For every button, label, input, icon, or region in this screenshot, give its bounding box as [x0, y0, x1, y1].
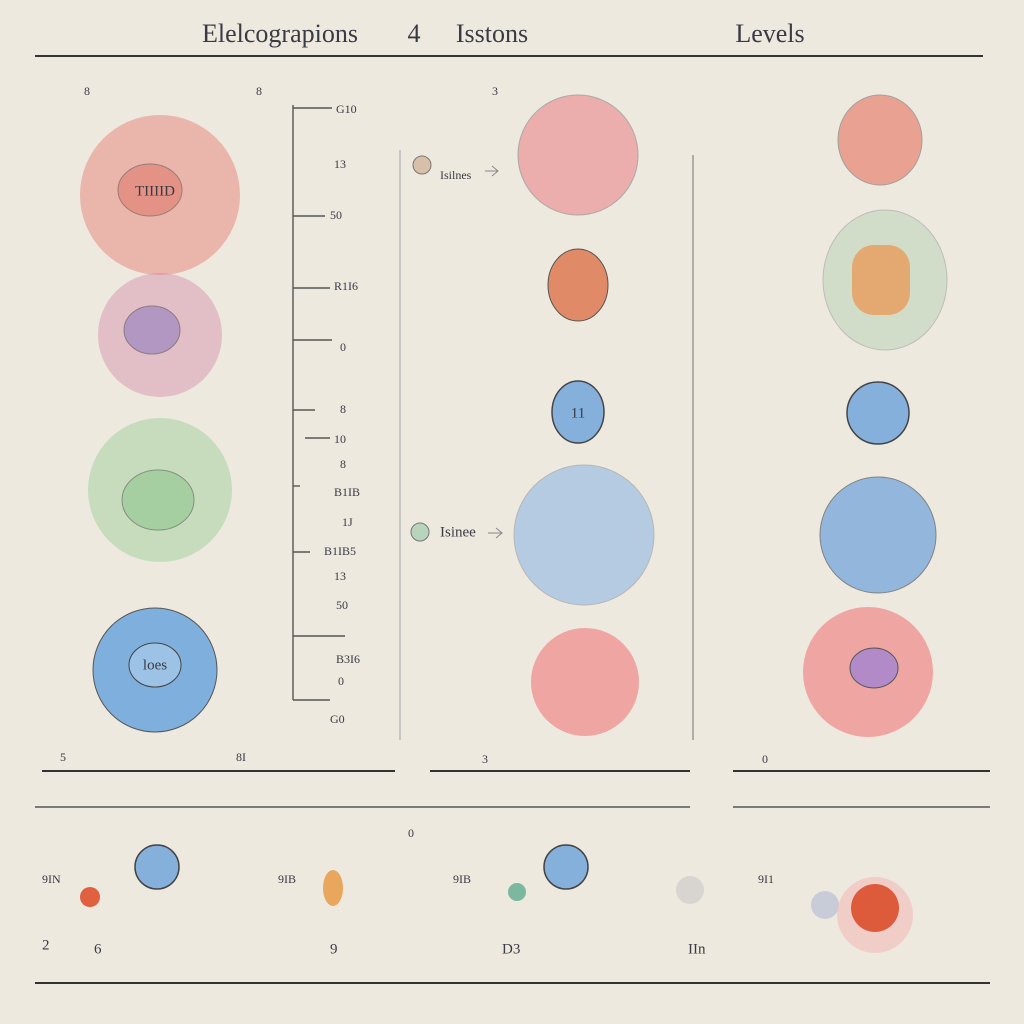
- tick-label: 13: [334, 157, 346, 171]
- node-label: 9IB: [278, 872, 296, 886]
- core: [123, 305, 181, 355]
- blob: [547, 248, 609, 322]
- blob-label: TIIIID: [135, 183, 175, 199]
- tick-label: 13: [334, 569, 346, 583]
- timeline-label: IIn: [688, 941, 706, 957]
- node: [508, 883, 526, 901]
- tick-label: 8: [340, 402, 346, 416]
- circle: [134, 844, 180, 890]
- tick-label: B3I6: [336, 652, 360, 666]
- arrow: [485, 165, 499, 177]
- circle: [543, 844, 589, 890]
- arrow-label: Isilnes: [440, 168, 472, 182]
- blob: [837, 94, 923, 186]
- tick-label: B1IB5: [324, 544, 356, 558]
- timeline-label: 2: [42, 937, 50, 953]
- scale-ticks: G10 13 50 R1I6 0 8 10 8 B1IB 1J B1IB5 13…: [293, 102, 360, 726]
- node: [80, 887, 100, 907]
- core: [117, 163, 183, 217]
- arrow-label: Isinee: [440, 524, 476, 540]
- node-label: 9IN: [42, 872, 61, 886]
- blob: [819, 476, 937, 594]
- corner-label: 8: [256, 84, 262, 98]
- core: [128, 642, 182, 688]
- node: [811, 891, 839, 919]
- node: [323, 870, 343, 906]
- core: [852, 245, 910, 315]
- tick-label: 0: [340, 340, 346, 354]
- blob-label: loes: [143, 657, 167, 673]
- tick-label: 1J: [342, 515, 353, 529]
- title: Elelcograpions: [202, 19, 358, 48]
- timeline-label: 6: [94, 941, 102, 957]
- blob: [517, 94, 639, 216]
- footer-label: 3: [482, 752, 488, 766]
- tick-label: G0: [330, 712, 345, 726]
- node-label: 9IB: [453, 872, 471, 886]
- footer-label: 0: [762, 752, 768, 766]
- tick-label: R1I6: [334, 279, 358, 293]
- timeline-label: 9: [330, 941, 338, 957]
- mark: 4: [408, 19, 421, 48]
- node: [410, 522, 430, 542]
- arrow: [488, 527, 503, 539]
- timeline-label: D3: [502, 941, 520, 957]
- blob: [531, 628, 639, 736]
- core: [849, 647, 899, 689]
- core: [121, 469, 195, 531]
- corner-label: 3: [492, 84, 498, 98]
- timeline-label: 0: [408, 826, 414, 840]
- tick-label: B1IB: [334, 485, 360, 499]
- corner-label: 8: [84, 84, 90, 98]
- tick-label: 0: [338, 674, 344, 688]
- subtitle: Isstons: [456, 19, 528, 48]
- levels-heading: Levels: [735, 19, 804, 48]
- node-label: 9I1: [758, 872, 774, 886]
- blob: [846, 381, 910, 445]
- tick-label: 50: [336, 598, 348, 612]
- blob: [551, 380, 605, 444]
- node: [412, 155, 432, 175]
- circle-label: 11: [571, 405, 585, 421]
- footer-label: 5: [60, 750, 66, 764]
- tick-label: 10: [334, 432, 346, 446]
- footer-label: 8I: [236, 750, 246, 764]
- tick-label: 8: [340, 457, 346, 471]
- tick-label: G10: [336, 102, 357, 116]
- node: [676, 876, 704, 904]
- blob: [513, 464, 655, 606]
- node: [851, 884, 899, 932]
- tick-label: 50: [330, 208, 342, 222]
